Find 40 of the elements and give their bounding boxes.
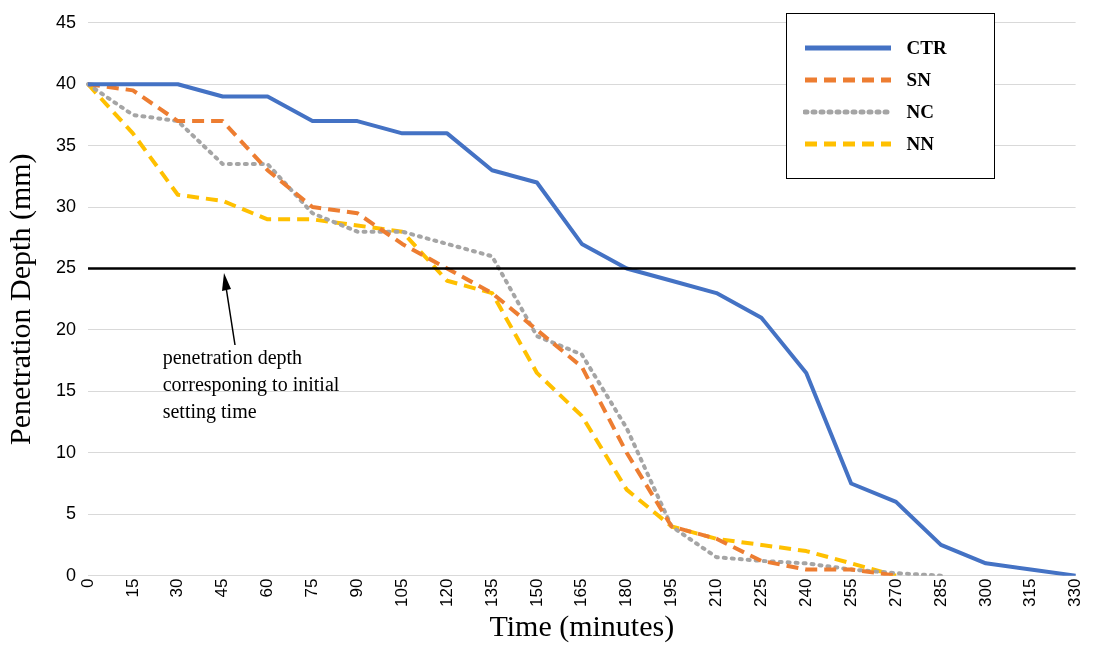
x-tick-label: 0: [77, 578, 97, 589]
annotation: penetration depth corresponing to initial setting time: [162, 345, 340, 423]
legend-label: CTR: [906, 36, 947, 59]
y-tick-label: 30: [55, 196, 77, 217]
x-tick-label: 15: [122, 578, 142, 598]
x-tick-label: 180: [616, 578, 636, 608]
x-tick-label: 30: [167, 578, 187, 598]
legend-label: NC: [906, 100, 935, 123]
y-tick-label: 15: [55, 380, 77, 401]
y-tick-label: 35: [55, 134, 77, 155]
x-tick-label: 165: [571, 578, 591, 608]
x-tick-label: 135: [481, 578, 501, 608]
y-axis-title: Penetration Depth (mm): [2, 153, 37, 446]
y-tick-label: 25: [55, 257, 77, 278]
y-tick-label: 45: [55, 11, 77, 32]
y-tick-label: 0: [66, 564, 77, 585]
x-tick-label: 285: [930, 578, 950, 608]
x-tick-label: 120: [436, 578, 456, 608]
x-tick-label: 270: [885, 578, 905, 608]
x-tick-label: 105: [391, 578, 411, 608]
x-tick-label: 225: [751, 578, 771, 608]
x-tick-label: 75: [302, 578, 322, 598]
x-tick-label: 195: [661, 578, 681, 608]
x-tick-label: 330: [1065, 578, 1085, 608]
x-tick-label: 210: [706, 578, 726, 608]
y-tick-label: 40: [55, 73, 77, 94]
x-tick-label: 255: [840, 578, 860, 608]
x-tick-label: 60: [257, 578, 277, 598]
y-tick-label: 5: [66, 503, 77, 524]
x-tick-label: 315: [1020, 578, 1040, 608]
y-tick-label: 20: [55, 318, 77, 339]
x-tick-label: 90: [347, 578, 367, 598]
x-tick-label: 45: [212, 578, 232, 598]
legend-label: NN: [906, 132, 935, 155]
x-tick-label: 240: [795, 578, 815, 608]
x-tick-label: 300: [975, 578, 995, 608]
y-tick-label: 10: [55, 441, 77, 462]
legend-label: SN: [906, 68, 931, 91]
x-tick-label: 150: [526, 578, 546, 608]
x-axis-title: Time (minutes): [489, 608, 675, 643]
